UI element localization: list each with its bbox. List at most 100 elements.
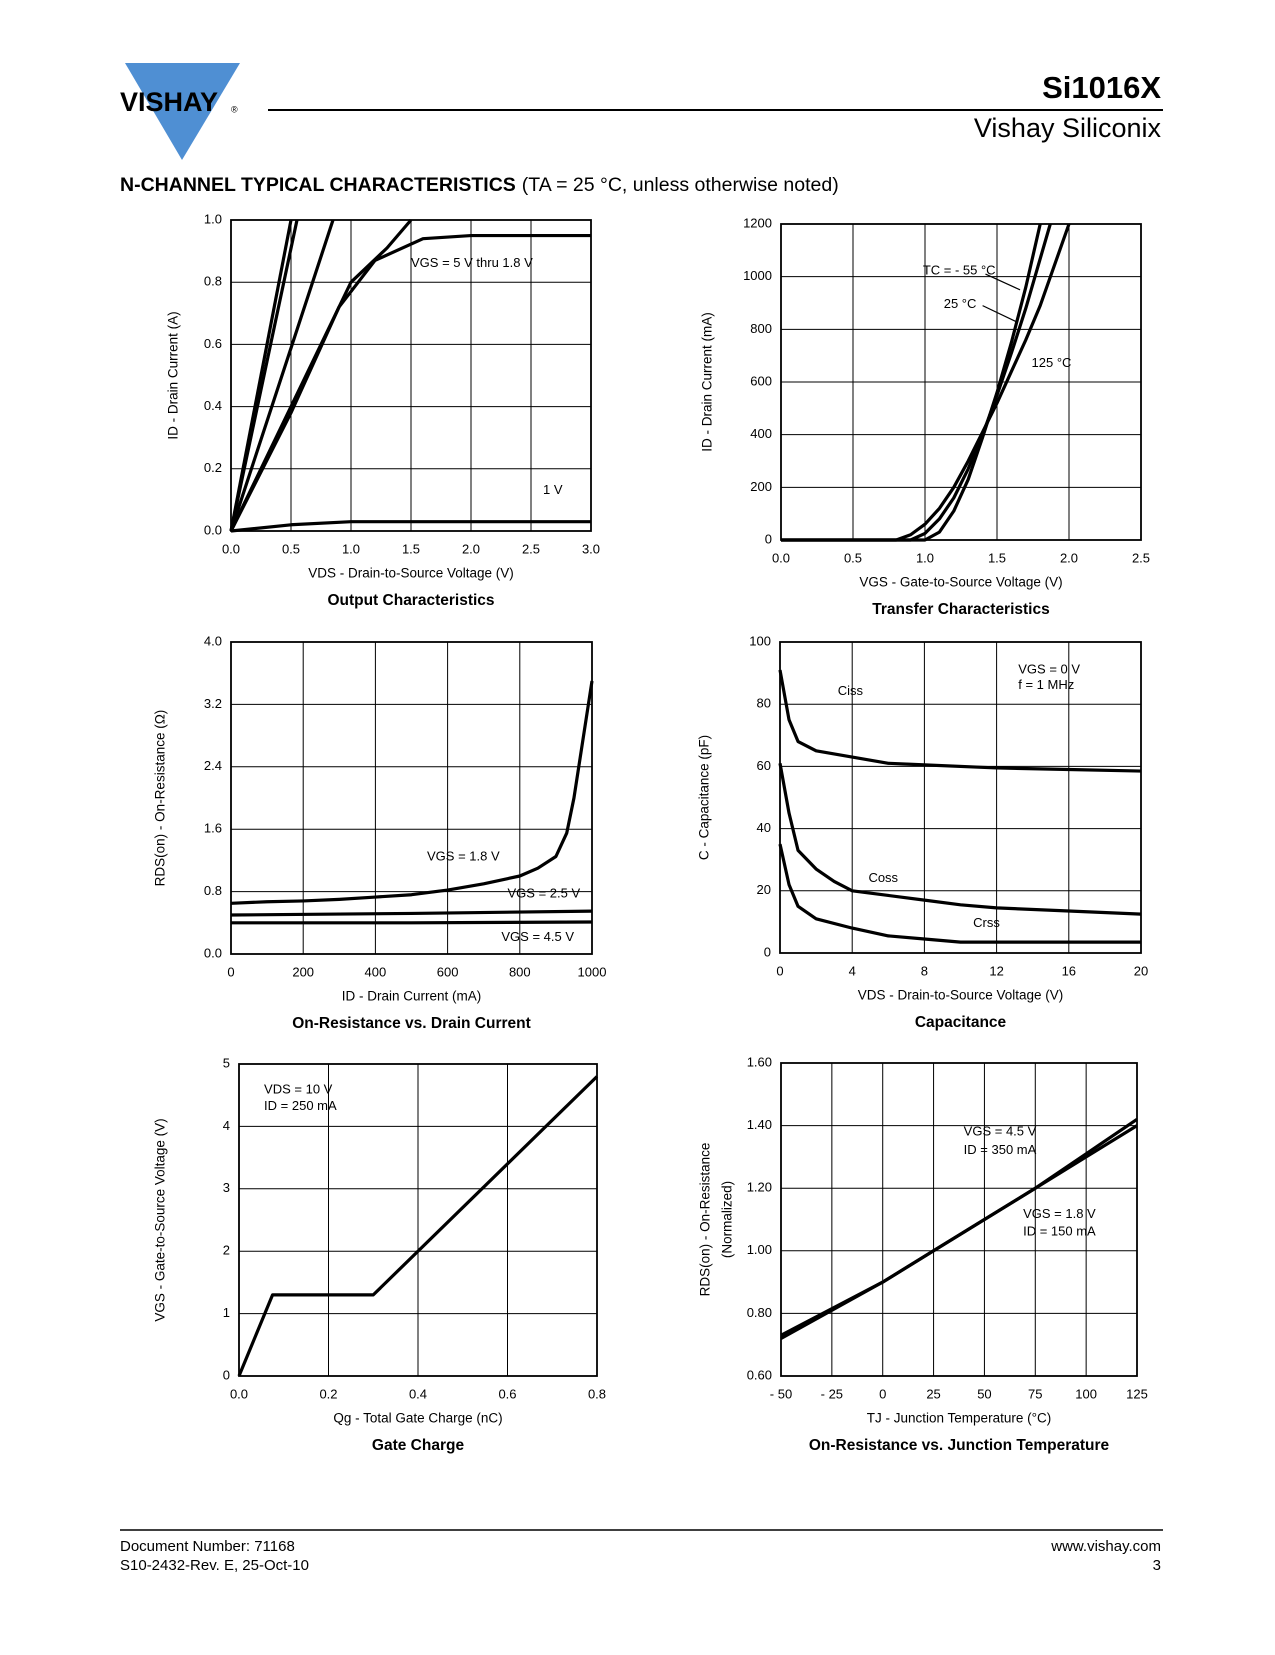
- y-tick-label: 4: [223, 1118, 230, 1133]
- y-tick-label: 1.0: [204, 211, 222, 226]
- y-tick-label: 1200: [743, 215, 772, 230]
- y-tick-label: 0: [764, 944, 771, 959]
- annotation: VGS = 1.8 V: [1023, 1206, 1096, 1221]
- logo-text: VISHAY: [120, 87, 218, 117]
- x-tick-label: 3.0: [582, 541, 600, 556]
- y-tick-label: 1.40: [747, 1117, 772, 1132]
- x-tick-label: 1.5: [988, 550, 1006, 565]
- section-title: N-CHANNEL TYPICAL CHARACTERISTICS (TA = 2…: [120, 174, 839, 196]
- annotation: ID = 250 mA: [264, 1098, 337, 1113]
- x-tick-label: - 50: [770, 1386, 792, 1401]
- x-tick-label: 1.0: [916, 550, 934, 565]
- x-tick-label: 800: [509, 964, 531, 979]
- x-tick-label: 0: [879, 1386, 886, 1401]
- leader-line: [985, 273, 1021, 291]
- x-tick-label: 25: [926, 1386, 940, 1401]
- x-axis-label: TJ - Junction Temperature (°C): [867, 1411, 1051, 1426]
- website: www.vishay.com: [1050, 1538, 1161, 1555]
- y-axis-label: RDS(on) - On-Resistance (Ω): [153, 710, 168, 887]
- y-tick-label: 1: [223, 1305, 230, 1320]
- logo-mark: ®: [231, 104, 238, 114]
- x-tick-label: 0.2: [319, 1386, 337, 1401]
- annotation: VGS = 1.8 V: [427, 849, 500, 864]
- y-tick-label: 40: [757, 820, 771, 835]
- x-tick-label: 0.5: [844, 550, 862, 565]
- data-line: [229, 218, 413, 532]
- chart-title: On-Resistance vs. Drain Current: [292, 1015, 531, 1032]
- chart-title: Output Characteristics: [327, 592, 494, 609]
- y-tick-label: 0: [765, 531, 772, 546]
- y-tick-label: 3.2: [204, 696, 222, 711]
- x-tick-label: 16: [1062, 963, 1076, 978]
- y-tick-label: 0.0: [204, 945, 222, 960]
- annotation: TC = - 55 °C: [923, 262, 996, 277]
- x-tick-label: 75: [1028, 1386, 1042, 1401]
- y-tick-label: 20: [757, 882, 771, 897]
- data-line: [229, 233, 591, 532]
- y-tick-label: 1.60: [747, 1054, 772, 1069]
- data-line: [229, 219, 335, 532]
- y-tick-label: 1.6: [204, 821, 222, 836]
- data-line: [237, 1075, 599, 1377]
- x-tick-label: 400: [365, 964, 387, 979]
- x-tick-label: 125: [1126, 1386, 1148, 1401]
- y-tick-label: 0.6: [204, 336, 222, 351]
- page-number: 3: [1153, 1557, 1161, 1574]
- section-title-note: (TA = 25 °C, unless otherwise noted): [522, 174, 839, 196]
- y-tick-label: 0.2: [204, 460, 222, 475]
- plot-frame: [779, 641, 1142, 954]
- chart-title: On-Resistance vs. Junction Temperature: [809, 1437, 1110, 1454]
- chart-title: Transfer Characteristics: [872, 601, 1049, 618]
- annotation: ID = 150 mA: [1023, 1223, 1096, 1238]
- y-tick-label: 0.4: [204, 398, 222, 413]
- annotation: VGS = 2.5 V: [508, 885, 581, 900]
- x-tick-label: 2.0: [462, 541, 480, 556]
- annotation: Crss: [973, 915, 1000, 930]
- plot-frame: [238, 1063, 598, 1377]
- y-tick-label: 600: [750, 373, 772, 388]
- y-tick-label: 1.00: [747, 1242, 772, 1257]
- data-line: [229, 219, 299, 532]
- x-tick-label: 0.0: [222, 541, 240, 556]
- x-tick-label: - 25: [821, 1386, 843, 1401]
- x-tick-label: 1.5: [402, 541, 420, 556]
- data-line: [780, 1124, 1138, 1340]
- logo-triangle: [125, 63, 240, 160]
- x-tick-label: 2.0: [1060, 550, 1078, 565]
- chart-title: Capacitance: [915, 1014, 1007, 1031]
- annotation: Coss: [868, 870, 898, 885]
- y-tick-label: 0.8: [204, 883, 222, 898]
- x-tick-label: 1.0: [342, 541, 360, 556]
- annotation: ID = 350 mA: [964, 1142, 1037, 1157]
- x-tick-label: 100: [1075, 1386, 1097, 1401]
- annotation: VDS = 10 V: [264, 1082, 333, 1097]
- x-axis-label: ID - Drain Current (mA): [342, 989, 482, 1004]
- y-tick-label: 1.20: [747, 1180, 772, 1195]
- part-number: Si1016X: [1042, 70, 1161, 105]
- x-tick-label: 0.0: [772, 550, 790, 565]
- y-tick-label: 100: [749, 633, 771, 648]
- annotation: 1 V: [543, 482, 563, 497]
- x-tick-label: 20: [1134, 963, 1148, 978]
- plot-frame: [780, 223, 1142, 541]
- y-tick-label: 400: [750, 426, 772, 441]
- annotation: VGS = 4.5 V: [501, 929, 574, 944]
- y-tick-label: 0.60: [747, 1367, 772, 1382]
- annotation: VGS = 4.5 V: [964, 1123, 1037, 1138]
- x-tick-label: 0.5: [282, 541, 300, 556]
- x-tick-label: 12: [989, 963, 1003, 978]
- x-tick-label: 1000: [578, 964, 607, 979]
- x-tick-label: 0.0: [230, 1386, 248, 1401]
- x-tick-label: 600: [437, 964, 459, 979]
- x-tick-label: 50: [977, 1386, 991, 1401]
- y-tick-label: 4.0: [204, 633, 222, 648]
- y-tick-label: 0: [223, 1367, 230, 1382]
- chart-title: Gate Charge: [372, 1437, 465, 1454]
- x-tick-label: 0.4: [409, 1386, 427, 1401]
- y-tick-label: 2: [223, 1243, 230, 1258]
- y-tick-label: 80: [757, 696, 771, 711]
- x-axis-label: VGS - Gate-to-Source Voltage (V): [859, 575, 1062, 590]
- y-tick-label: 0.0: [204, 522, 222, 537]
- x-tick-label: 4: [849, 963, 856, 978]
